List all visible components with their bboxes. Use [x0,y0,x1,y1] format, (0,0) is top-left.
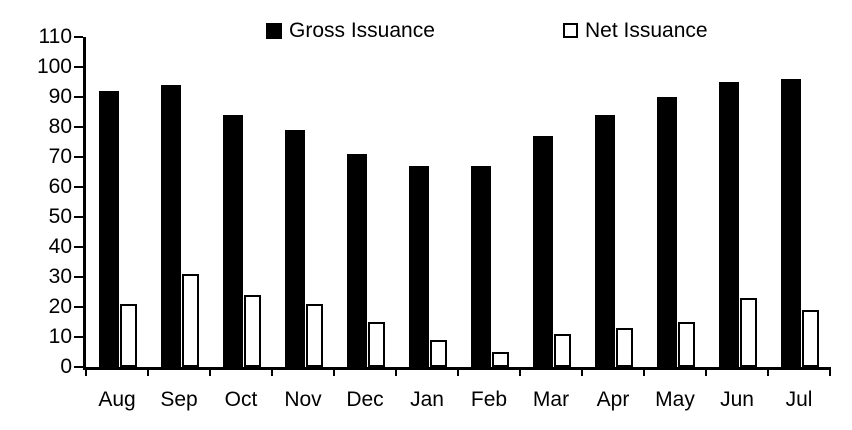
bar-group-jul [768,37,830,367]
gross-issuance-bar-may [657,97,677,367]
bar-group-aug [86,37,148,367]
bar-group-apr [582,37,644,367]
y-axis-tick [74,336,83,338]
bar-group-nov [272,37,334,367]
gross-issuance-bar-feb [471,166,491,367]
x-axis-label-may: May [655,388,695,411]
x-axis-label-dec: Dec [346,388,384,411]
y-axis-tick-label: 10 [48,325,72,348]
y-axis-tick-label: 40 [48,235,72,258]
x-axis-tick [767,367,769,376]
x-axis-tick [829,367,831,376]
x-axis-label-jul: Jul [785,388,813,411]
net-issuance-bar-jan [430,340,447,367]
net-issuance-bar-aug [120,304,137,367]
y-axis-tick-label: 50 [48,205,72,228]
x-axis-tick [395,367,397,376]
net-issuance-bar-apr [616,328,633,367]
gross-issuance-bar-nov [285,130,305,367]
net-issuance-swatch-icon [563,23,578,38]
y-axis-tick-label: 90 [48,85,72,108]
y-axis-tick-label: 0 [60,355,72,378]
x-axis-line [83,367,830,370]
x-axis-tick [643,367,645,376]
y-axis-tick [74,306,83,308]
y-axis-tick-label: 20 [48,295,72,318]
y-axis-line [83,37,86,370]
y-axis-tick [74,36,83,38]
net-issuance-bar-dec [368,322,385,367]
bar-group-oct [210,37,272,367]
bar-group-jan [396,37,458,367]
net-issuance-bar-mar [554,334,571,367]
y-axis-tick-label: 110 [38,25,72,48]
x-axis-label-jun: Jun [720,388,754,411]
y-axis-tick [74,156,83,158]
gross-issuance-bar-sep [161,85,181,367]
net-issuance-bar-sep [182,274,199,367]
x-axis-tick [457,367,459,376]
gross-issuance-bar-jun [719,82,739,367]
y-axis-tick-label: 30 [48,265,72,288]
y-axis-tick [74,186,83,188]
x-axis-label-mar: Mar [532,388,570,411]
gross-issuance-bar-apr [595,115,615,367]
x-axis-tick [333,367,335,376]
y-axis-tick-label: 80 [48,115,72,138]
y-axis-tick [74,246,83,248]
y-axis-tick [74,126,83,128]
x-axis-tick [581,367,583,376]
legend-label-gross-issuance: Gross Issuance [289,19,435,42]
gross-issuance-bar-jul [781,79,801,367]
x-axis-tick [519,367,521,376]
legend-item-net-issuance: Net Issuance [563,20,708,41]
gross-issuance-bar-jan [409,166,429,367]
gross-issuance-swatch-icon [266,22,282,39]
net-issuance-bar-feb [492,352,509,367]
gross-issuance-bar-mar [533,136,553,367]
y-axis-tick [74,366,83,368]
y-axis-tick [74,216,83,218]
bar-group-sep [148,37,210,367]
legend-item-gross-issuance: Gross Issuance [266,20,435,41]
x-axis-label-aug: Aug [98,388,136,411]
bar-group-feb [458,37,520,367]
x-axis-tick [147,367,149,376]
x-axis-tick [705,367,707,376]
plot-area: 0 10 20 30 40 50 60 70 80 90 100 110 [37,26,831,378]
bar-group-dec [334,37,396,367]
x-axis-label-nov: Nov [284,388,322,411]
net-issuance-bar-may [678,322,695,367]
y-axis-tick [74,276,83,278]
gross-issuance-bar-oct [223,115,243,367]
x-axis-tick [85,367,87,376]
x-axis-label-oct: Oct [224,388,258,411]
gross-issuance-bar-aug [99,91,119,367]
y-axis-tick-label: 70 [48,145,72,168]
net-issuance-bar-nov [306,304,323,367]
bar-group-mar [520,37,582,367]
x-axis-tick [209,367,211,376]
y-axis-tick [74,66,83,68]
x-axis-label-feb: Feb [470,388,508,411]
bar-group-jun [706,37,768,367]
y-axis-tick-label: 100 [36,55,72,78]
x-axis-tick [271,367,273,376]
net-issuance-bar-oct [244,295,261,367]
x-axis-label-jan: Jan [410,388,444,411]
y-axis-tick-label: 60 [48,175,72,198]
y-axis-tick [74,96,83,98]
gross-issuance-bar-dec [347,154,367,367]
x-axis-label-sep: Sep [160,388,198,411]
net-issuance-bar-jul [802,310,819,367]
x-axis-label-apr: Apr [596,388,630,411]
legend-label-net-issuance: Net Issuance [585,19,708,42]
bar-group-may [644,37,706,367]
net-issuance-bar-jun [740,298,757,367]
